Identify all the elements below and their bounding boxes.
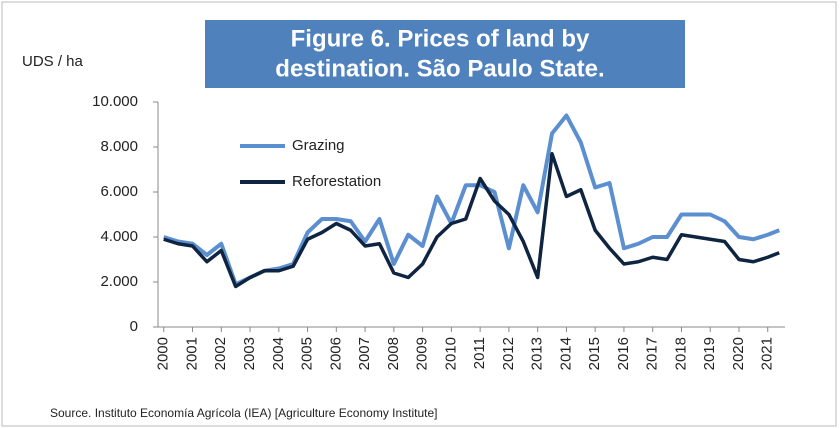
y-tick-label: 8.000 [100,138,138,155]
x-tick-label: 2021 [759,337,776,370]
x-tick-label: 2010 [442,337,459,370]
series-line [163,152,780,289]
x-tick-label: 2006 [327,337,344,370]
x-tick-label: 2008 [385,337,402,370]
title-box [205,20,685,88]
x-tick-label: 2003 [241,337,258,370]
y-axis-label: UDS / ha [22,53,84,70]
y-tick-label: 0 [130,318,138,335]
y-tick-label: 2.000 [100,273,138,290]
y-tick-label: 4.000 [100,228,138,245]
source: Source. Instituto Economía Agrícola (IEA… [50,406,438,420]
y-tick-label: 10.000 [92,93,138,110]
x-tick-label: 2009 [414,337,431,370]
x-tick-label: 2013 [529,337,546,370]
x-tick-label: 2019 [701,337,718,370]
x-tick-label: 2002 [212,337,229,370]
x-tick-label: 2004 [270,337,287,370]
x-tick-label: 2005 [299,337,316,370]
x-tick-label: 2000 [155,337,172,370]
x-tick-label: 2011 [471,337,488,369]
y-tick-label: 6.000 [100,183,138,200]
chart-title: destination. São Paulo State. [275,55,604,82]
x-tick-label: 2014 [557,337,574,370]
x-tick-label: 2012 [500,337,517,370]
x-tick-label: 2017 [644,337,661,370]
legend-label: Reforestation [292,173,381,190]
x-tick-label: 2020 [730,337,747,370]
legend-label: Grazing [292,137,345,154]
x-tick-label: 2015 [586,337,603,370]
x-tick-label: 2018 [672,337,689,370]
x-tick-label: 2016 [615,337,632,370]
x-tick-label: 2007 [356,337,373,370]
x-tick-label: 2001 [183,337,200,370]
chart-title: Figure 6. Prices of land by [291,25,590,52]
